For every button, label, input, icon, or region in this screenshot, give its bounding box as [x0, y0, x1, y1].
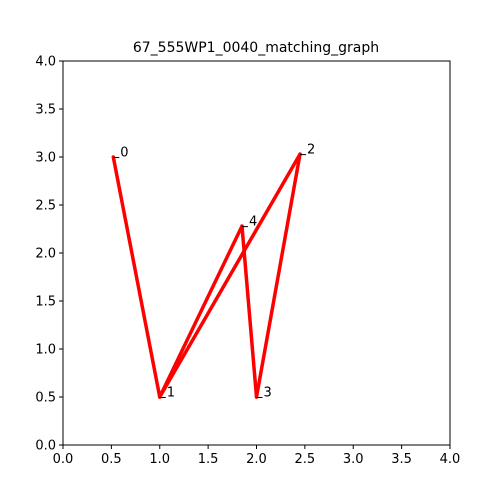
graph-edge: [111, 155, 162, 399]
graph-edge: [240, 224, 259, 399]
graph-edge: [158, 152, 302, 399]
node-label: 3: [264, 386, 272, 401]
x-tick-label: 1.5: [198, 452, 219, 467]
x-tick-label: 1.0: [149, 452, 170, 467]
y-tick-label: 1.5: [35, 295, 56, 310]
y-tick-label: 2.5: [35, 199, 56, 214]
plot-area: 0.0 0.5 1.0 1.5 2.0 2.5 3.0 3.5 4.0 0.0 0.5 1.0 1.5 2…: [35, 55, 460, 468]
node-label: 4: [249, 215, 257, 230]
x-tick-label: 0.0: [53, 452, 74, 467]
node-label: 2: [307, 143, 315, 158]
y-tick-label: 1.0: [35, 343, 56, 358]
y-tick-label: 3.5: [35, 103, 56, 118]
node-label: 0: [120, 146, 128, 161]
graph-edge: [254, 152, 302, 399]
y-tick-label: 0.5: [35, 391, 56, 406]
y-tick-label: 0.0: [35, 439, 56, 454]
x-tick-label: 4.0: [440, 452, 461, 467]
x-tick-label: 3.0: [343, 452, 364, 467]
graph-edge: [158, 224, 244, 399]
chart-title: 67_555WP1_0040_matching_graph: [133, 40, 379, 56]
node-label: 1: [167, 386, 175, 401]
x-tick-label: 2.0: [246, 452, 267, 467]
x-tick-label: 0.5: [101, 452, 122, 467]
axes-frame: [62, 60, 451, 446]
y-tick-label: 2.0: [35, 247, 56, 262]
y-tick-label: 4.0: [35, 55, 56, 70]
x-tick-label: 2.5: [295, 452, 316, 467]
x-tick-label: 3.5: [391, 452, 412, 467]
y-tick-label: 3.0: [35, 151, 56, 166]
